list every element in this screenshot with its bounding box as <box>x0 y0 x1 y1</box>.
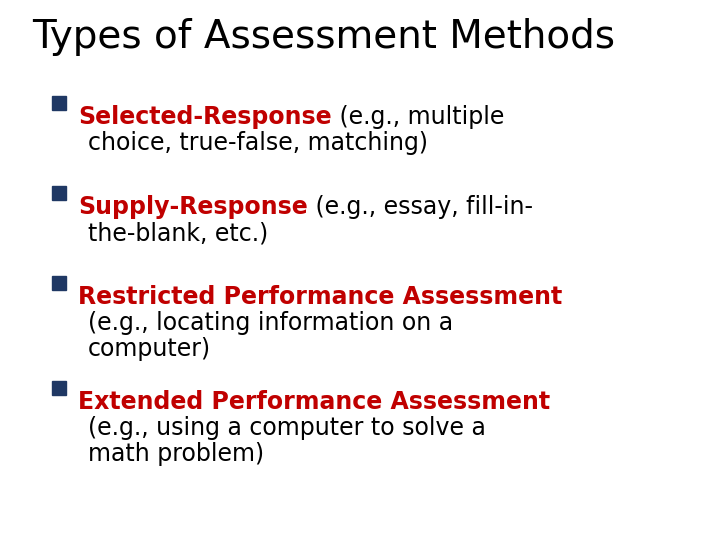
Bar <box>52 381 66 395</box>
Text: (e.g., locating information on a: (e.g., locating information on a <box>88 311 453 335</box>
Text: Extended Performance Assessment: Extended Performance Assessment <box>78 390 550 414</box>
Text: computer): computer) <box>88 337 211 361</box>
Bar <box>52 276 66 290</box>
Text: Assessment of Student Achievement, 10e: Assessment of Student Achievement, 10e <box>10 514 199 523</box>
Text: (e.g., essay, fill-in-: (e.g., essay, fill-in- <box>307 195 533 219</box>
Text: (e.g., using a computer to solve a: (e.g., using a computer to solve a <box>88 416 486 440</box>
Text: PEARSON: PEARSON <box>598 506 710 526</box>
Text: Supply-Response: Supply-Response <box>78 195 307 219</box>
Text: Waugh/Gronlund: Waugh/Gronlund <box>10 500 86 509</box>
Text: Selected-Response: Selected-Response <box>78 105 332 129</box>
Text: © 2013 Pearson Education, Inc. All rights reserved.: © 2013 Pearson Education, Inc. All right… <box>10 528 242 537</box>
Bar <box>52 186 66 200</box>
Bar <box>52 96 66 110</box>
Text: (e.g., multiple: (e.g., multiple <box>332 105 504 129</box>
Text: 2-4: 2-4 <box>341 506 379 526</box>
Text: Restricted Performance Assessment: Restricted Performance Assessment <box>78 285 562 309</box>
Text: Types of Assessment Methods: Types of Assessment Methods <box>32 18 615 56</box>
Text: the-blank, etc.): the-blank, etc.) <box>88 221 269 245</box>
Text: math problem): math problem) <box>88 442 264 466</box>
Text: choice, true-false, matching): choice, true-false, matching) <box>88 131 428 155</box>
